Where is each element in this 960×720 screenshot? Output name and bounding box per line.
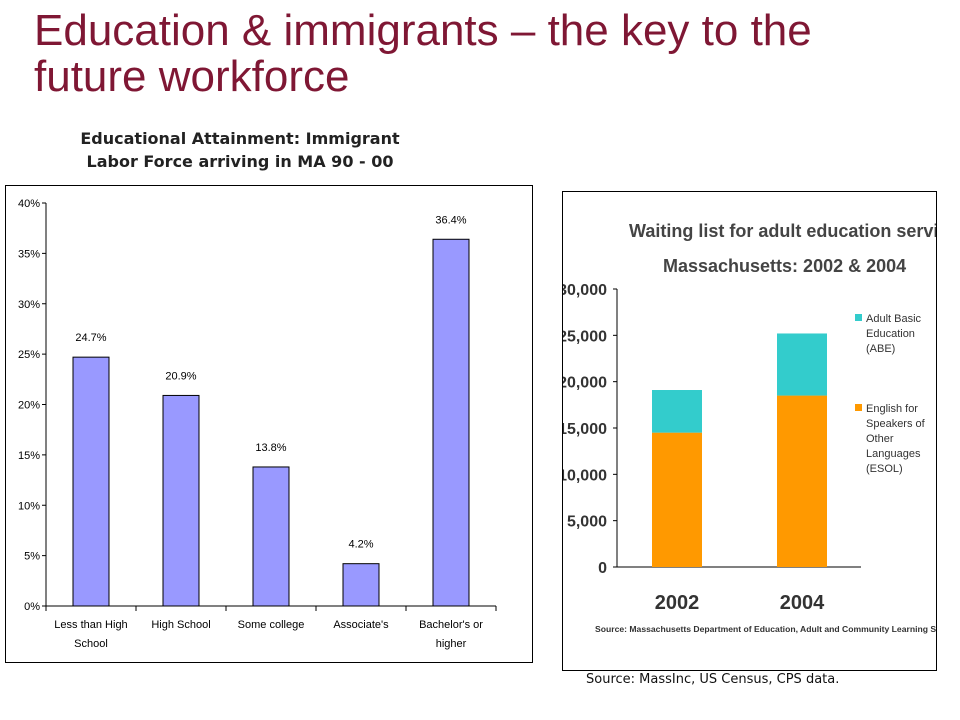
left-y-tick-label: 10% xyxy=(18,500,40,512)
right-legend-label: Other xyxy=(866,433,894,445)
source-note: Source: MassInc, US Census, CPS data. xyxy=(586,672,840,687)
left-chart-title-line-1: Educational Attainment: Immigrant xyxy=(80,129,400,148)
left-bar xyxy=(432,238,470,607)
right-chart-panel: Waiting list for adult education service… xyxy=(558,191,960,671)
left-x-tick-label: Associate's xyxy=(333,619,389,631)
right-bar-esol xyxy=(652,432,702,567)
left-bar xyxy=(72,356,110,607)
right-legend-label: (ABE) xyxy=(866,343,895,355)
right-legend-label: (ESOL) xyxy=(866,463,903,475)
left-bar xyxy=(162,394,200,607)
right-x-tick-label: 2004 xyxy=(780,592,825,614)
right-legend-label: Speakers of xyxy=(866,418,926,430)
left-data-label: 4.2% xyxy=(348,539,373,551)
left-y-tick-label: 35% xyxy=(18,248,40,260)
right-legend-label: Adult Basic xyxy=(866,313,922,325)
left-y-tick-label: 25% xyxy=(18,349,40,361)
right-y-tick-label: 10,000 xyxy=(563,467,607,484)
left-chart-title-line-2: Labor Force arriving in MA 90 - 00 xyxy=(86,152,394,171)
left-data-label: 36.4% xyxy=(435,214,466,226)
right-y-tick-label: 20,000 xyxy=(563,375,607,392)
right-x-tick-label: 2002 xyxy=(655,592,700,614)
left-x-tick-label: Some college xyxy=(238,619,305,631)
right-chart-title-line-1: Waiting list for adult education service… xyxy=(629,221,936,241)
left-y-tick-label: 20% xyxy=(18,400,40,412)
right-y-tick-label: 0 xyxy=(598,560,607,577)
left-x-tick-label: Bachelor's or xyxy=(419,619,483,631)
right-y-tick-label: 30,000 xyxy=(563,282,607,299)
left-x-tick-label: Less than High xyxy=(54,619,127,631)
right-legend-label: Languages xyxy=(866,448,921,460)
left-y-tick-label: 40% xyxy=(18,198,40,210)
right-y-tick-label: 5,000 xyxy=(567,514,607,531)
right-legend-swatch xyxy=(855,314,862,321)
left-y-tick-label: 15% xyxy=(18,450,40,462)
right-legend-label: Education xyxy=(866,328,915,340)
left-y-tick-label: 0% xyxy=(24,601,40,613)
left-y-tick-label: 30% xyxy=(18,299,40,311)
left-bar xyxy=(342,563,380,607)
left-x-tick-label: higher xyxy=(436,638,467,650)
title-line-1: Education & immigrants – the key to the xyxy=(34,6,812,55)
right-bar-abe xyxy=(652,390,702,433)
left-chart-title: Educational Attainment: Immigrant Labor … xyxy=(40,127,440,173)
left-data-label: 13.8% xyxy=(255,442,286,454)
title-line-2: future workforce xyxy=(34,52,350,101)
left-y-tick-label: 5% xyxy=(24,551,40,563)
right-bar-abe xyxy=(777,333,827,396)
left-bar-chart: 0% 5% 10% 15% 20% 25% 30% 35% 40% 24.7% Less than … xyxy=(18,198,497,650)
right-y-tick-label: 25,000 xyxy=(563,328,607,345)
left-data-label: 24.7% xyxy=(75,332,106,344)
right-chart-source: Source: Massachusetts Department of Educ… xyxy=(595,624,936,634)
left-x-tick-label: School xyxy=(74,638,108,650)
right-chart-title-line-2: Massachusetts: 2002 & 2004 xyxy=(663,256,906,276)
left-x-tick-label: High School xyxy=(151,619,210,631)
right-legend-swatch xyxy=(855,404,862,411)
right-bar-esol xyxy=(777,395,827,567)
left-chart-panel: 0% 5% 10% 15% 20% 25% 30% 35% 40% 24.7% Less than … xyxy=(5,185,533,663)
right-y-tick-label: 15,000 xyxy=(563,421,607,438)
left-bar xyxy=(252,466,290,607)
slide-title: Education & immigrants – the key to the … xyxy=(34,8,934,100)
right-legend-label: English for xyxy=(866,403,918,415)
left-data-label: 20.9% xyxy=(165,370,196,382)
right-stacked-bar-chart: Waiting list for adult education service… xyxy=(558,221,960,634)
